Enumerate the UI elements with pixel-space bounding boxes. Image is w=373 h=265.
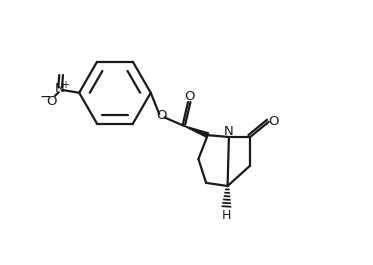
- Text: +: +: [60, 80, 69, 90]
- Text: O: O: [46, 95, 57, 108]
- Text: O: O: [184, 90, 194, 103]
- Text: O: O: [156, 109, 167, 122]
- Polygon shape: [184, 126, 209, 137]
- Text: O: O: [268, 115, 279, 129]
- Text: H: H: [222, 209, 231, 222]
- Text: N: N: [55, 82, 65, 95]
- Text: −: −: [40, 90, 51, 104]
- Text: N: N: [224, 125, 234, 138]
